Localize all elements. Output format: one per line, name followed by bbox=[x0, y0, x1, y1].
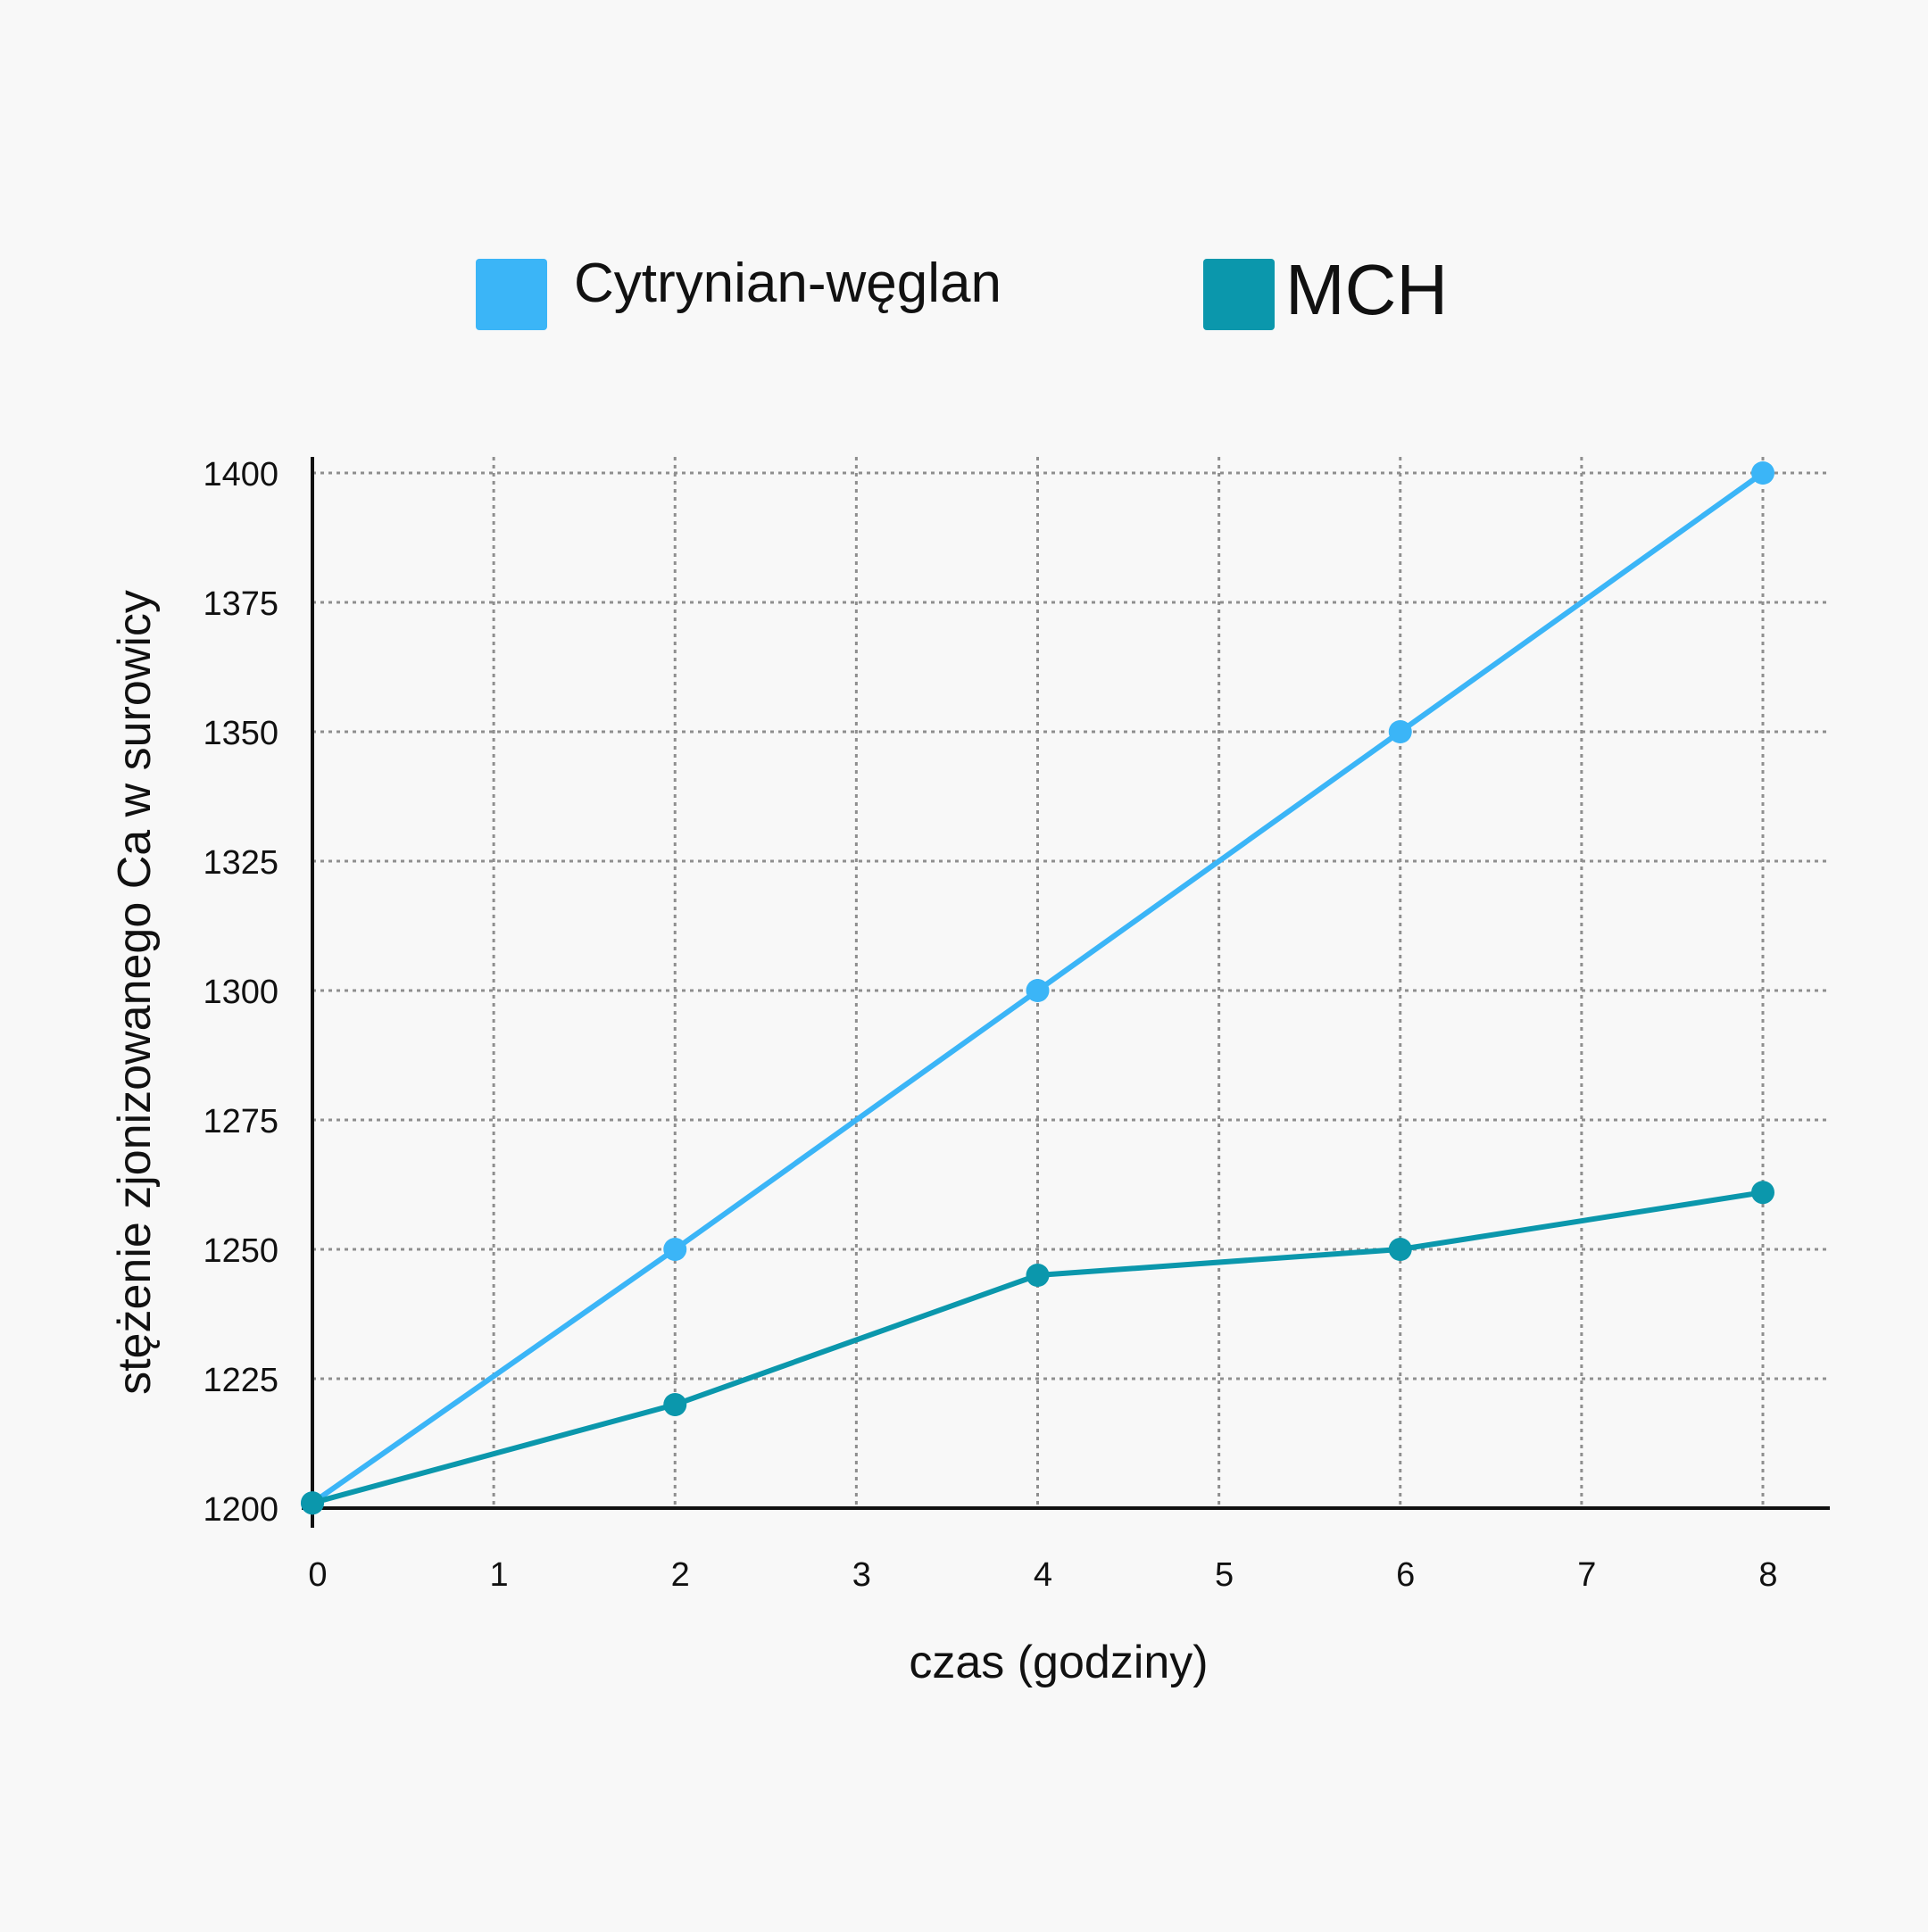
x-tick-label-3: 3 bbox=[852, 1556, 871, 1594]
y-axis-title: stężenie zjonizowanego Ca w surowicy bbox=[109, 590, 161, 1395]
series-0-point-6 bbox=[1388, 720, 1412, 743]
grid bbox=[312, 457, 1828, 1508]
y-tick-label-1375: 1375 bbox=[203, 585, 278, 623]
x-tick-label-7: 7 bbox=[1577, 1556, 1596, 1594]
series bbox=[301, 461, 1774, 1515]
y-tick-label-1275: 1275 bbox=[203, 1103, 278, 1140]
series-1-point-4 bbox=[1026, 1264, 1050, 1287]
y-tick-label-1200: 1200 bbox=[203, 1491, 278, 1529]
x-tick-label-6: 6 bbox=[1396, 1556, 1415, 1594]
series-1-point-2 bbox=[663, 1393, 687, 1416]
legend: Cytrynian-węglan MCH bbox=[476, 250, 1448, 330]
x-tick-label-8: 8 bbox=[1758, 1556, 1777, 1594]
x-tick-label-1: 1 bbox=[490, 1556, 509, 1594]
y-tick-labels: 1200 1225 1250 1275 1300 1325 1350 1375 1400 bbox=[203, 456, 278, 1529]
series-1-point-6 bbox=[1388, 1238, 1412, 1261]
series-0-point-4 bbox=[1026, 979, 1050, 1002]
series-0-point-8 bbox=[1751, 461, 1774, 485]
y-tick-label-1300: 1300 bbox=[203, 974, 278, 1011]
x-tick-label-0: 0 bbox=[308, 1556, 327, 1594]
legend-label-cytrynian-weglan: Cytrynian-węglan bbox=[574, 253, 1001, 314]
y-tick-label-1350: 1350 bbox=[203, 715, 278, 752]
x-tick-label-5: 5 bbox=[1215, 1556, 1234, 1594]
x-tick-label-4: 4 bbox=[1034, 1556, 1052, 1594]
x-tick-labels: 0 1 2 3 4 5 6 7 8 bbox=[308, 1556, 1777, 1594]
legend-swatch-mch bbox=[1203, 259, 1275, 330]
y-tick-label-1225: 1225 bbox=[203, 1362, 278, 1399]
series-0-point-2 bbox=[663, 1238, 687, 1261]
series-1-point-0 bbox=[301, 1491, 324, 1515]
y-tick-label-1250: 1250 bbox=[203, 1232, 278, 1270]
y-tick-label-1325: 1325 bbox=[203, 844, 278, 882]
legend-label-mch: MCH bbox=[1285, 250, 1448, 329]
x-axis-title: czas (godziny) bbox=[909, 1637, 1208, 1688]
series-1-point-8 bbox=[1751, 1181, 1774, 1205]
x-tick-label-2: 2 bbox=[671, 1556, 690, 1594]
legend-swatch-cytrynian-weglan bbox=[476, 259, 547, 330]
axes bbox=[302, 457, 1830, 1528]
y-tick-label-1400: 1400 bbox=[203, 456, 278, 493]
